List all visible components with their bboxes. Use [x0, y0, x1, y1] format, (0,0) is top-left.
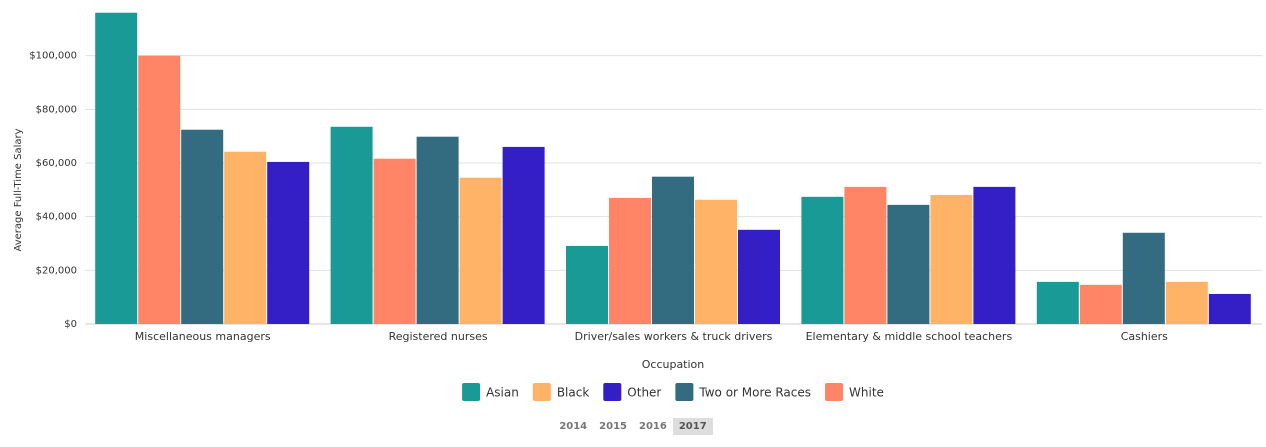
bar: [609, 197, 651, 324]
bar: [181, 129, 224, 324]
y-axis-label: Average Full-Time Salary: [13, 128, 24, 251]
legend-swatch: [603, 383, 622, 401]
bar: [502, 146, 545, 324]
legend-swatch: [532, 383, 551, 401]
bar: [566, 245, 608, 324]
x-tick-label: Registered nurses: [389, 330, 488, 343]
bar: [1079, 284, 1122, 324]
bar: [887, 204, 930, 324]
bar: [224, 151, 267, 324]
bar: [373, 158, 416, 324]
bar: [330, 126, 373, 325]
bar: [1122, 232, 1165, 324]
bar: [695, 199, 737, 324]
bar: [416, 136, 459, 324]
bar: [1208, 293, 1251, 324]
legend-label: Other: [627, 386, 661, 400]
bar: [652, 176, 694, 324]
y-tick-label: $60,000: [36, 158, 77, 169]
year-button[interactable]: 2014: [559, 421, 588, 432]
bar: [973, 186, 1016, 324]
y-tick-label: $0: [64, 319, 77, 330]
x-tick-label: Cashiers: [1121, 330, 1168, 343]
chart: Average Full-Time Salary Occupation $0 $2…: [13, 12, 1262, 401]
y-tick-label: $80,000: [36, 104, 77, 115]
year-selector: 2014 2015 2016 2017: [0, 418, 1266, 435]
bar: [930, 194, 973, 324]
bar: [1165, 281, 1208, 324]
bar: [95, 12, 138, 324]
y-tick-label: $40,000: [36, 212, 77, 223]
bar: [738, 229, 780, 324]
x-tick-label: Driver/sales workers & truck drivers: [575, 330, 773, 343]
legend-swatch: [825, 383, 844, 401]
year-button[interactable]: 2015: [599, 421, 627, 432]
y-tick-label: $20,000: [36, 265, 77, 276]
bar: [1036, 281, 1079, 324]
bar: [267, 161, 310, 324]
y-tick-label: $100,000: [29, 51, 77, 62]
bar: [459, 177, 502, 324]
bar: [801, 196, 844, 324]
x-tick-label: Elementary & middle school teachers: [806, 330, 1013, 343]
bar: [138, 55, 181, 325]
bar: [844, 186, 887, 324]
x-axis-label: Occupation: [642, 358, 705, 371]
x-tick-label: Miscellaneous managers: [135, 330, 271, 343]
legend-swatch: [462, 383, 481, 401]
legend-label: White: [849, 386, 884, 400]
legend-label: Two or More Races: [698, 386, 811, 400]
year-button[interactable]: 2016: [639, 421, 667, 432]
year-button[interactable]: 2017: [672, 418, 713, 435]
legend-label: Asian: [486, 386, 519, 400]
legend-swatch: [675, 383, 694, 401]
legend-label: Black: [557, 386, 590, 400]
